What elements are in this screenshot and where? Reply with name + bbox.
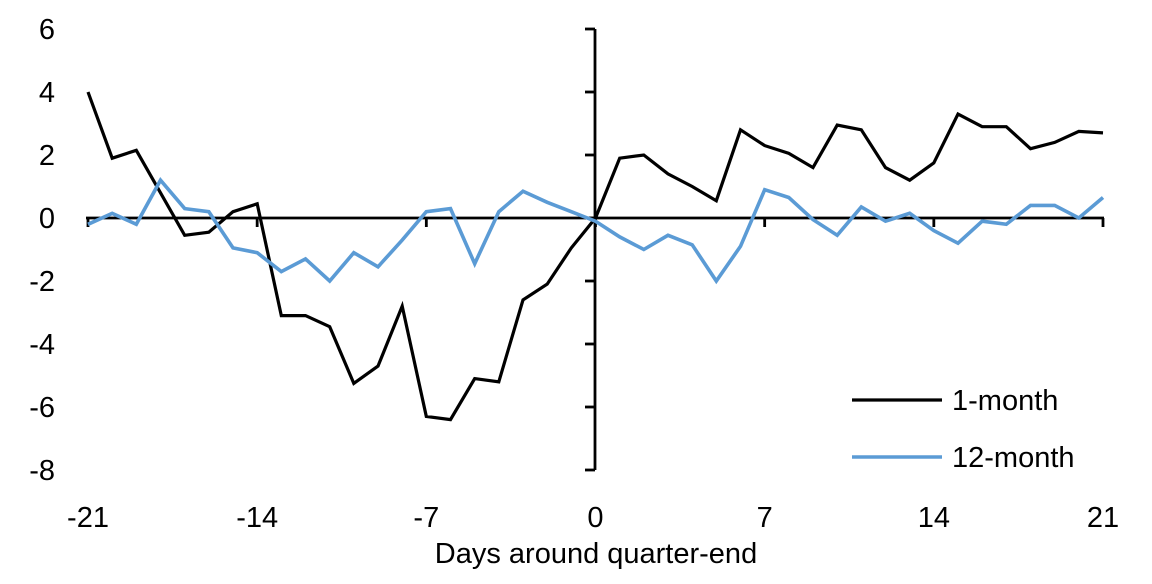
legend-label-12-month: 12-month [952,442,1075,474]
x-tick-label: -7 [413,502,439,534]
legend-label-1-month: 1-month [952,385,1058,417]
y-tick-label: 2 [39,140,55,172]
x-tick-label: 0 [587,502,603,534]
x-axis-title: Days around quarter-end [435,538,757,570]
x-tick-label: -21 [67,502,109,534]
legend-item-1-month: 1-month [852,385,1058,417]
y-tick-label: -2 [29,266,55,298]
x-tick-label: 21 [1087,502,1119,534]
series-12-month-line [87,177,1105,285]
legend: 1-month 12-month [852,385,1075,474]
y-axis-ticks [585,27,595,472]
y-tick-label: 6 [39,14,55,46]
y-tick-label: -4 [29,329,55,361]
x-tick-label: 7 [757,502,773,534]
y-axis-tick-labels: 6 4 2 0 -2 -4 -6 -8 [29,14,55,487]
y-tick-label: -6 [29,392,55,424]
y-tick-label: -8 [29,455,55,487]
legend-item-12-month: 12-month [852,442,1075,474]
y-tick-label: 4 [39,77,55,109]
x-tick-label: -14 [236,502,278,534]
y-tick-label: 0 [39,203,55,235]
x-tick-label: 14 [918,502,950,534]
x-axis-tick-labels: -21 -14 -7 0 7 14 21 [67,502,1119,534]
series-1-month-line [86,91,1104,422]
